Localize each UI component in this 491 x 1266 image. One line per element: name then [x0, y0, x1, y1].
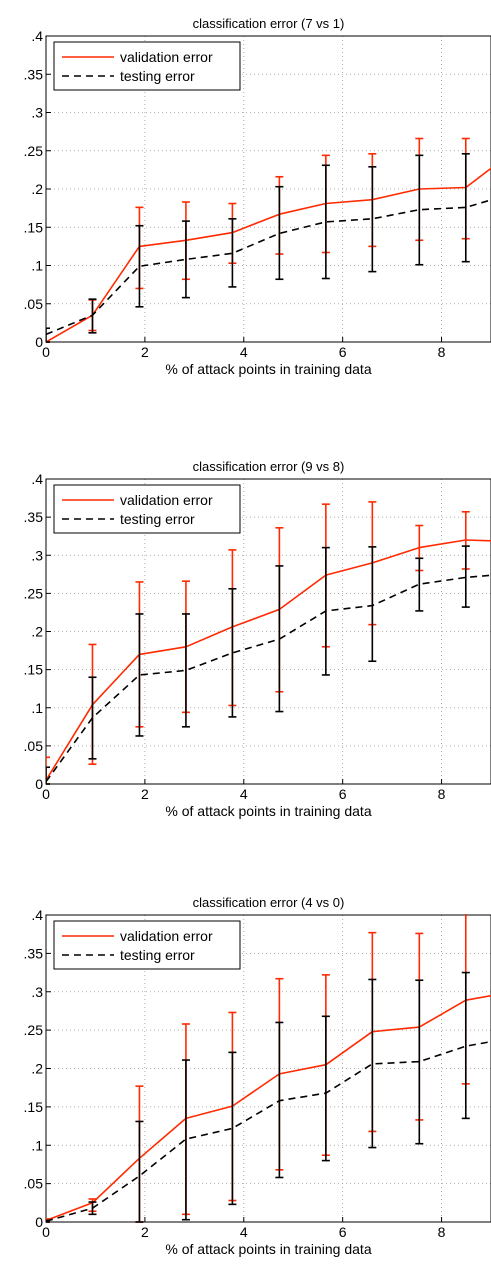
error-bar	[181, 1059, 190, 1221]
error-bar	[461, 153, 470, 263]
y-tick-label: .25	[24, 1022, 44, 1038]
x-tick-label: 2	[141, 786, 149, 802]
legend-label: testing error	[120, 947, 195, 963]
chart-title: classification error (9 vs 8)	[193, 459, 345, 474]
error-bar	[46, 327, 50, 343]
x-tick-label: 4	[240, 344, 248, 360]
legend: validation error testing error	[53, 41, 241, 91]
error-bar	[135, 613, 144, 737]
y-tick-label: .35	[24, 66, 44, 82]
y-tick-label: .15	[24, 662, 44, 678]
series-line	[46, 574, 491, 783]
chart-panel-2: 0 .05 .1 .15 .2 .25 .3 .35 .4 0 2 4 6 8 classification…	[24, 459, 491, 819]
error-bar	[321, 1015, 330, 1162]
y-tick-label: .1	[31, 700, 43, 716]
series-testing	[46, 153, 491, 343]
x-axis-label: % of attack points in training data	[165, 1241, 371, 1257]
y-tick-label: .05	[24, 738, 44, 754]
grid	[46, 479, 491, 784]
y-tick-label: .05	[24, 1176, 44, 1192]
x-axis-label: % of attack points in training data	[165, 803, 371, 819]
x-tick-label: 6	[339, 344, 347, 360]
y-tick-label: .4	[31, 471, 43, 487]
x-tick-label: 2	[141, 344, 149, 360]
legend: validation error testing error	[53, 484, 241, 534]
y-tick-label: .05	[24, 296, 44, 312]
y-tick-label: .2	[31, 624, 43, 640]
x-tick-label: 4	[240, 786, 248, 802]
y-tick-label: .25	[24, 143, 44, 159]
x-axis-label: % of attack points in training data	[165, 361, 371, 377]
y-tick-label: 0	[35, 334, 43, 350]
legend-box	[53, 484, 241, 534]
plot-series	[46, 137, 491, 343]
error-bar	[368, 166, 377, 273]
x-tick-label: 8	[438, 786, 446, 802]
series-line	[46, 199, 491, 336]
error-bar	[228, 1051, 237, 1206]
legend-box	[53, 920, 241, 970]
y-tick-label: .3	[31, 984, 43, 1000]
chart-title: classification error (7 vs 1)	[193, 16, 345, 31]
y-tick-label: .1	[31, 1137, 43, 1153]
error-bar	[415, 979, 424, 1145]
chart-title: classification error (4 vs 0)	[193, 895, 345, 910]
error-bar	[46, 766, 50, 785]
y-tick-label: .2	[31, 1061, 43, 1077]
legend: validation error testing error	[53, 920, 241, 970]
error-bar	[135, 224, 144, 308]
x-tick-label: 8	[438, 1224, 446, 1240]
y-tick-label: .35	[24, 509, 44, 525]
error-bar	[181, 220, 190, 299]
legend-label: validation error	[120, 928, 213, 944]
x-tick-label: 6	[339, 786, 347, 802]
error-bar	[135, 1120, 144, 1223]
error-bar	[321, 164, 330, 280]
legend-label: testing error	[120, 68, 195, 84]
x-tick-label: 0	[42, 1224, 50, 1240]
y-tick-label: 0	[35, 1214, 43, 1230]
error-bar	[275, 185, 284, 281]
x-tick-label: 0	[42, 344, 50, 360]
x-tick-label: 0	[42, 786, 50, 802]
y-tick-label: .3	[31, 105, 43, 121]
y-tick-label: .15	[24, 219, 44, 235]
y-tick-label: 0	[35, 776, 43, 792]
y-tick-label: .4	[31, 907, 43, 923]
x-tick-label: 4	[240, 1224, 248, 1240]
error-bar	[228, 587, 237, 718]
error-bar	[368, 546, 377, 663]
y-tick-label: .2	[31, 181, 43, 197]
series-testing	[46, 545, 491, 785]
chart-panel-3: 0 .05 .1 .15 .2 .25 .3 .35 .4 0 2 4 6 8 classification…	[24, 895, 491, 1257]
legend-box	[53, 41, 241, 91]
y-tick-label: .25	[24, 585, 44, 601]
plot-series	[46, 914, 491, 1223]
x-tick-label: 6	[339, 1224, 347, 1240]
y-tick-label: .3	[31, 547, 43, 563]
error-bar	[415, 557, 424, 612]
y-tick-label: .15	[24, 1099, 44, 1115]
error-bar	[228, 218, 237, 288]
error-bar	[461, 545, 470, 608]
legend-label: testing error	[120, 511, 195, 527]
y-tick-label: .4	[31, 28, 43, 44]
x-tick-label: 2	[141, 1224, 149, 1240]
error-bar	[181, 613, 190, 728]
plot-series	[46, 501, 491, 785]
legend-label: validation error	[120, 492, 213, 508]
error-bar	[415, 154, 424, 266]
x-tick-label: 8	[438, 344, 446, 360]
error-bar	[368, 978, 377, 1149]
y-tick-label: .1	[31, 258, 43, 274]
error-bar	[461, 971, 470, 1120]
legend-label: validation error	[120, 49, 213, 65]
chart-panel-1: 0 .05 .1 .15 .2 .25 .3 .35 .4 0 2 4 6 8 classification…	[24, 16, 491, 377]
y-tick-label: .35	[24, 945, 44, 961]
series-line	[46, 1040, 491, 1222]
series-testing	[46, 971, 491, 1223]
